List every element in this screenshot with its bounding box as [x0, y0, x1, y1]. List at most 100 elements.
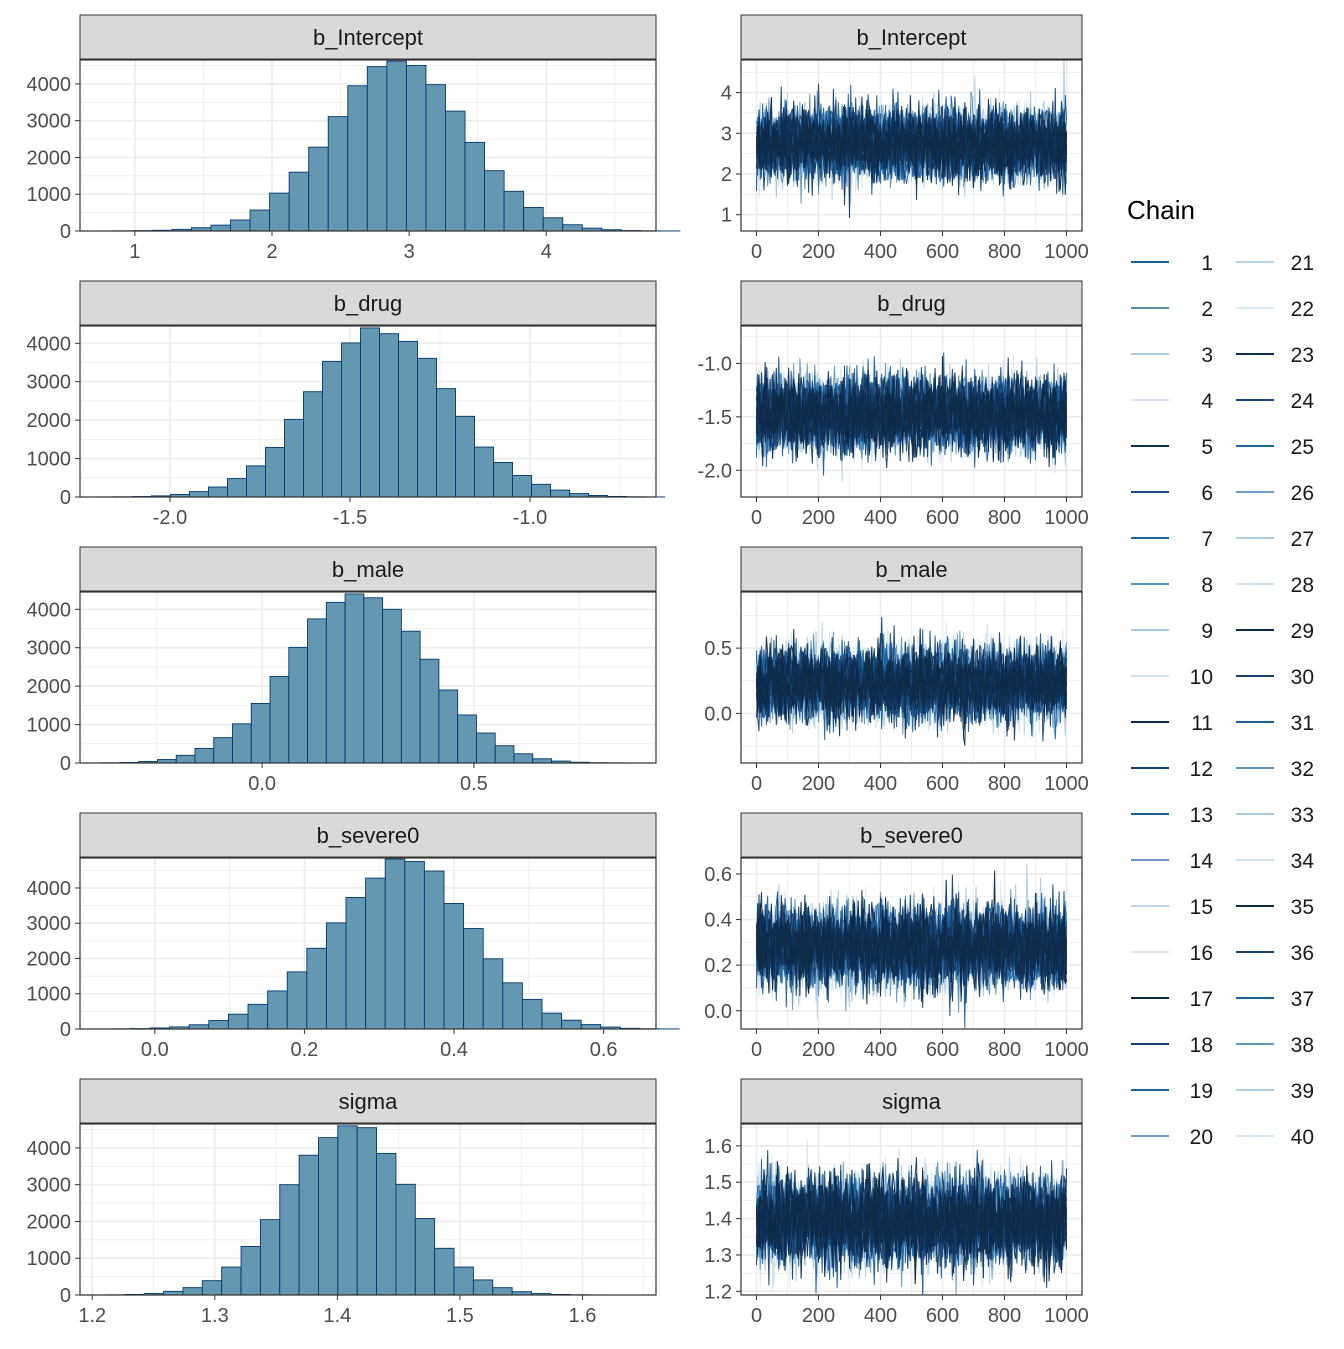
x-tick-label: 0 — [751, 507, 762, 529]
histogram-bar — [439, 690, 458, 763]
histogram-bar — [195, 748, 214, 763]
histogram-bar — [250, 210, 270, 231]
legend-label-chain-6: 6 — [1201, 482, 1213, 505]
x-tick-label: 1.5 — [446, 1305, 474, 1327]
x-tick-label: 800 — [988, 1305, 1021, 1327]
histogram-bar — [231, 220, 251, 231]
histogram-bar — [303, 392, 322, 497]
histogram-bar — [383, 609, 402, 763]
histogram-bar — [426, 85, 446, 231]
histogram-bar — [241, 1246, 260, 1295]
histogram-bar — [361, 328, 380, 497]
histogram-bar — [524, 207, 544, 231]
histogram-bar — [326, 602, 345, 763]
histogram-bar — [338, 1126, 357, 1295]
legend-label-chain-34: 34 — [1291, 850, 1315, 873]
histogram-bar — [309, 147, 329, 231]
y-tick-label: -2.0 — [698, 460, 732, 482]
y-tick-label: 0.5 — [704, 638, 732, 660]
y-tick-label: 2000 — [27, 1211, 72, 1233]
x-tick-label: 800 — [988, 1039, 1021, 1061]
legend-label-chain-1: 1 — [1201, 252, 1213, 275]
legend-label-chain-18: 18 — [1190, 1034, 1213, 1057]
histogram-bar — [533, 759, 552, 763]
histogram-bar — [542, 1013, 562, 1029]
strip-label: sigma — [339, 1089, 398, 1114]
legend-label-chain-21: 21 — [1291, 252, 1314, 275]
histogram-bar — [328, 117, 348, 231]
legend-label-chain-28: 28 — [1291, 574, 1314, 597]
histogram-bar — [485, 171, 505, 231]
legend-label-chain-40: 40 — [1291, 1126, 1314, 1149]
histogram-bar — [494, 462, 513, 497]
histogram-bar — [493, 1288, 512, 1295]
strip-label: b_male — [332, 557, 404, 582]
x-tick-label: 400 — [864, 241, 897, 263]
x-tick-label: -2.0 — [153, 507, 187, 529]
x-tick-label: 0 — [751, 773, 762, 795]
strip-label: b_male — [875, 557, 947, 582]
legend-label-chain-14: 14 — [1190, 850, 1214, 873]
histogram-bar — [532, 484, 551, 497]
histogram-bar — [420, 659, 439, 763]
x-tick-label: 400 — [864, 1039, 897, 1061]
legend-label-chain-25: 25 — [1291, 436, 1314, 459]
histogram-bar — [424, 871, 444, 1029]
legend-label-chain-39: 39 — [1291, 1080, 1314, 1103]
x-tick-label: 1000 — [1044, 773, 1089, 795]
histogram-bar — [456, 416, 475, 497]
histogram-bar — [208, 487, 227, 497]
x-tick-label: 4 — [541, 241, 552, 263]
x-tick-label: 1 — [129, 241, 140, 263]
histogram-bar — [246, 466, 265, 497]
legend-label-chain-2: 2 — [1201, 298, 1213, 321]
histogram-bar — [251, 703, 270, 763]
legend-label-chain-27: 27 — [1291, 528, 1314, 551]
y-tick-label: 0.2 — [704, 955, 732, 977]
histogram-bar — [176, 755, 195, 763]
x-tick-label: 200 — [802, 241, 835, 263]
histogram-bar — [504, 191, 524, 231]
histogram-bar — [189, 1025, 209, 1029]
legend: Chain12345678910111213141516171819202122… — [1127, 195, 1314, 1149]
legend-label-chain-33: 33 — [1291, 804, 1314, 827]
y-tick-label: 0.0 — [704, 1001, 732, 1023]
x-tick-label: 1.2 — [78, 1305, 106, 1327]
y-tick-label: 0.6 — [704, 864, 732, 886]
y-tick-label: 1.5 — [704, 1172, 732, 1194]
histogram-bar — [543, 218, 563, 231]
legend-label-chain-35: 35 — [1291, 896, 1314, 919]
legend-label-chain-19: 19 — [1190, 1080, 1213, 1103]
y-tick-label: 0.4 — [704, 910, 732, 932]
legend-label-chain-26: 26 — [1291, 482, 1314, 505]
histogram-bar — [248, 1004, 268, 1029]
legend-label-chain-5: 5 — [1201, 436, 1213, 459]
panel-row-b_drug: b_drug01000200030004000-2.0-1.5-1.0b_dru… — [27, 281, 1089, 529]
histogram-bar — [284, 419, 303, 497]
histogram-bar — [289, 647, 308, 763]
x-tick-label: 0 — [751, 1305, 762, 1327]
histogram-bar — [495, 746, 514, 763]
legend-title: Chain — [1127, 195, 1195, 225]
histogram-bar — [233, 724, 252, 763]
histogram-bar — [211, 225, 231, 231]
x-tick-label: 0.2 — [291, 1039, 319, 1061]
y-tick-label: 4000 — [27, 599, 72, 621]
histogram-bar — [401, 631, 420, 763]
histogram-bar — [366, 878, 386, 1029]
y-tick-label: 3000 — [27, 638, 72, 660]
histogram-bar — [268, 991, 288, 1029]
y-tick-label: 3000 — [27, 372, 72, 394]
x-tick-label: 0 — [751, 1039, 762, 1061]
x-tick-label: 1.3 — [201, 1305, 229, 1327]
x-tick-label: 600 — [926, 241, 959, 263]
legend-label-chain-4: 4 — [1201, 390, 1213, 413]
y-tick-label: 1.2 — [704, 1281, 732, 1303]
y-tick-label: 1000 — [27, 449, 72, 471]
